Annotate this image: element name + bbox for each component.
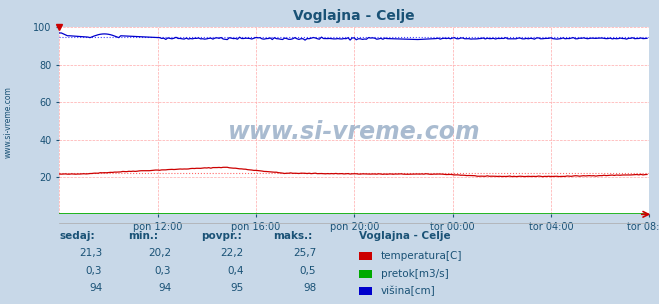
Text: www.si-vreme.com: www.si-vreme.com <box>3 86 13 157</box>
Text: 21,3: 21,3 <box>79 248 102 258</box>
Text: 0,3: 0,3 <box>155 266 171 276</box>
Title: Voglajna - Celje: Voglajna - Celje <box>293 9 415 23</box>
Text: 0,5: 0,5 <box>300 266 316 276</box>
Text: 0,3: 0,3 <box>86 266 102 276</box>
Text: 22,2: 22,2 <box>221 248 244 258</box>
Text: 25,7: 25,7 <box>293 248 316 258</box>
Text: 94: 94 <box>158 283 171 293</box>
Text: www.si-vreme.com: www.si-vreme.com <box>228 120 480 144</box>
Text: Voglajna - Celje: Voglajna - Celje <box>359 231 451 241</box>
Text: povpr.:: povpr.: <box>201 231 242 241</box>
Text: 95: 95 <box>231 283 244 293</box>
Text: 20,2: 20,2 <box>148 248 171 258</box>
Text: sedaj:: sedaj: <box>59 231 95 241</box>
Text: pretok[m3/s]: pretok[m3/s] <box>381 269 449 278</box>
Text: min.:: min.: <box>129 231 159 241</box>
Text: višina[cm]: višina[cm] <box>381 286 436 296</box>
Text: 98: 98 <box>303 283 316 293</box>
Text: 0,4: 0,4 <box>227 266 244 276</box>
Text: temperatura[C]: temperatura[C] <box>381 251 463 261</box>
Text: maks.:: maks.: <box>273 231 313 241</box>
Text: 94: 94 <box>89 283 102 293</box>
